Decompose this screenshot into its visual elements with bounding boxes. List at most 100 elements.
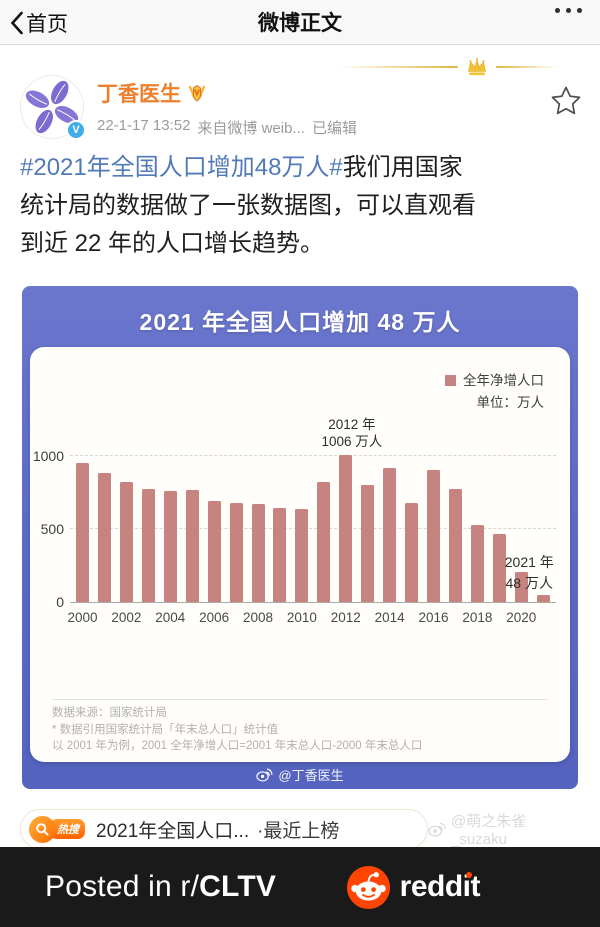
- hashtag-link[interactable]: #2021年全国人口增加48万人#: [20, 154, 343, 181]
- x-tick-label: [405, 610, 418, 625]
- bar: [448, 489, 462, 602]
- bar: [470, 525, 484, 602]
- x-tick-label: [230, 610, 243, 625]
- author-name[interactable]: 丁香医生: [97, 83, 181, 106]
- x-tick-label: 2008: [242, 610, 274, 625]
- x-tick-label: [273, 610, 286, 625]
- crown-icon: [468, 57, 486, 76]
- x-tick-label: 2002: [111, 610, 142, 625]
- dxy-clover-logo-icon: [25, 80, 79, 134]
- author-block: 丁香医生 22-1-17 13:52 来自微博 weib... 已编辑: [97, 75, 357, 139]
- y-tick-label: 0: [56, 594, 64, 610]
- gold-line: [338, 66, 458, 68]
- chart-notes: 数据来源：国家统计局 * 数据引用国家统计局「年末总人口」统计值 以 2001 …: [52, 705, 548, 755]
- x-tick-label: 2012: [330, 610, 361, 625]
- x-tick-label: [537, 610, 550, 625]
- verified-badge-icon: V: [66, 120, 86, 140]
- chart-title: 2021 年全国人口增加 48 万人: [139, 309, 461, 335]
- hot-search-status: ·最近上榜: [257, 820, 340, 842]
- x-tick-label: 2016: [418, 610, 449, 625]
- x-tick-label: [186, 610, 199, 625]
- bar: [492, 534, 506, 602]
- bar: [361, 485, 375, 602]
- bar: [141, 489, 155, 602]
- body-line-3: 到近 22 年的人口增长趋势。: [20, 230, 325, 257]
- bar: [405, 503, 419, 602]
- chart-panel: 全年净增人口 单位：万人 0 500 1000 2000 2002 2004 2006 20…: [30, 347, 570, 762]
- reddit-banner: Posted in r/CLTV reddit: [0, 847, 600, 927]
- unit-label: 单位：万人: [476, 395, 545, 410]
- x-tick-label: [361, 610, 374, 625]
- avatar[interactable]: V: [20, 75, 86, 140]
- back-button[interactable]: 首页: [10, 0, 68, 45]
- vip-cover-decoration: [338, 57, 558, 77]
- x-tick-label: [142, 610, 155, 625]
- x-tick-label: [493, 610, 506, 625]
- more-options-button[interactable]: [555, 8, 582, 13]
- edited-label: 已编辑: [311, 120, 357, 137]
- back-label: 首页: [26, 12, 68, 36]
- membership-medal-icon: [188, 84, 206, 102]
- hot-search-text: 2021年全国人口...: [96, 820, 250, 842]
- page-watermark: @萌之朱雀_suzaku: [428, 810, 578, 848]
- page-title: 微博正文: [258, 12, 342, 35]
- bar: [295, 509, 309, 602]
- bar: [317, 482, 331, 602]
- gridline: [70, 528, 556, 529]
- chevron-left-icon: [10, 11, 23, 34]
- x-tick-label: 2006: [199, 610, 230, 625]
- divider: [52, 699, 548, 700]
- x-tick-label: 2004: [155, 610, 186, 625]
- x-tick-label: 2020: [506, 610, 537, 625]
- x-tick-label: 2014: [374, 610, 405, 625]
- hot-search-pill[interactable]: 热搜 2021年全国人口... ·最近上榜: [20, 809, 428, 849]
- post-source: 来自微博 weib...: [197, 120, 305, 137]
- post-body: #2021年全国人口增加48万人#我们用国家统计局的数据做了一张数据图，可以直观…: [20, 149, 580, 263]
- bar: [339, 455, 353, 602]
- source-note: 数据来源：国家统计局: [52, 707, 167, 719]
- bar: [251, 504, 265, 602]
- chart-legend: 全年净增人口 单位：万人: [445, 370, 544, 414]
- dot-icon: [555, 8, 560, 13]
- hot-search-row: 热搜 2021年全国人口... ·最近上榜 @萌之朱雀_suzaku: [20, 809, 580, 849]
- favorite-star-button[interactable]: [550, 85, 582, 121]
- body-line-2: 统计局的数据做了一张数据图，可以直观看: [20, 192, 476, 219]
- weibo-logo-icon: [256, 768, 273, 782]
- posted-in-link[interactable]: Posted in r/CLTV: [45, 870, 277, 903]
- bar-series: [76, 443, 550, 602]
- bar: [76, 463, 89, 602]
- bar: [514, 572, 528, 602]
- bar: [383, 468, 397, 602]
- reddit-wordmark: reddit: [399, 870, 481, 903]
- hot-badge: 热搜: [49, 817, 86, 841]
- bar: [119, 482, 133, 602]
- bar: [207, 501, 221, 602]
- reddit-brand: reddit: [346, 865, 481, 909]
- hot-search-icon: 热搜: [29, 815, 86, 843]
- method-note-2: 以 2001 年为例，2001 全年净增人口=2001 年末总人口-2000 年…: [52, 740, 423, 752]
- x-tick-label: [98, 610, 111, 625]
- bar: [427, 470, 440, 602]
- body-line-1: 我们用国家: [342, 154, 463, 181]
- dot-icon: [566, 8, 571, 13]
- reddit-snoo-icon: [346, 865, 390, 909]
- bar: [97, 473, 111, 602]
- post-meta: 22-1-17 13:52 来自微博 weib... 已编辑: [97, 117, 357, 138]
- bar: [536, 595, 550, 602]
- gold-line: [496, 66, 558, 68]
- post-timestamp: 22-1-17 13:52: [97, 117, 191, 134]
- y-tick-label: 500: [40, 521, 64, 537]
- x-tick-label: 2010: [286, 610, 317, 625]
- x-tick-label: 2000: [67, 610, 98, 625]
- annotation-2012: 2012 年 1006 万人: [321, 417, 383, 449]
- chart-image[interactable]: 2021 年全国人口增加 48 万人 全年净增人口 单位：万人 0 500 1000…: [22, 286, 578, 789]
- method-note-1: * 数据引用国家统计局「年末总人口」统计值: [52, 723, 279, 736]
- gridline: [70, 455, 556, 456]
- weibo-logo-icon: [428, 822, 446, 837]
- bar: [229, 503, 243, 602]
- x-tick-label: [449, 610, 462, 625]
- nav-bar: 首页 微博正文: [0, 0, 600, 45]
- x-axis-ticks: 2000 2002 2004 2006 2008 2010 2012 2014 2016 2018…: [67, 610, 550, 625]
- star-icon: [551, 86, 581, 115]
